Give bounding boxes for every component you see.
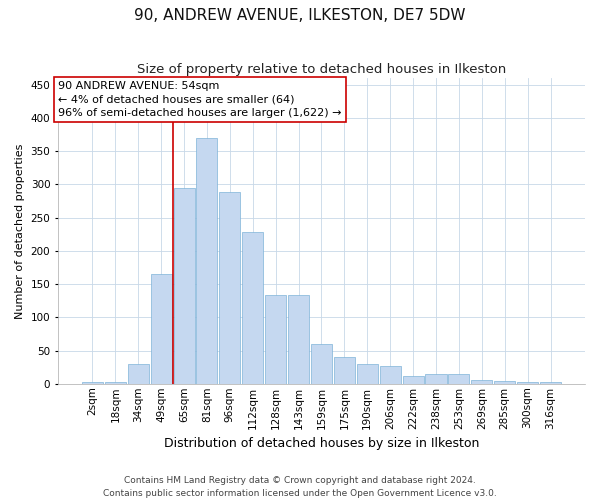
Text: Contains HM Land Registry data © Crown copyright and database right 2024.
Contai: Contains HM Land Registry data © Crown c… — [103, 476, 497, 498]
X-axis label: Distribution of detached houses by size in Ilkeston: Distribution of detached houses by size … — [164, 437, 479, 450]
Text: 90 ANDREW AVENUE: 54sqm
← 4% of detached houses are smaller (64)
96% of semi-det: 90 ANDREW AVENUE: 54sqm ← 4% of detached… — [58, 81, 341, 118]
Bar — [242, 232, 263, 384]
Bar — [494, 381, 515, 384]
Bar — [173, 188, 194, 384]
Bar — [540, 382, 561, 384]
Bar — [517, 382, 538, 384]
Title: Size of property relative to detached houses in Ilkeston: Size of property relative to detached ho… — [137, 62, 506, 76]
Bar — [471, 380, 493, 384]
Bar — [357, 364, 378, 384]
Bar — [403, 376, 424, 384]
Y-axis label: Number of detached properties: Number of detached properties — [15, 143, 25, 318]
Bar — [265, 296, 286, 384]
Bar — [105, 382, 126, 384]
Bar — [288, 296, 309, 384]
Bar — [220, 192, 241, 384]
Text: 90, ANDREW AVENUE, ILKESTON, DE7 5DW: 90, ANDREW AVENUE, ILKESTON, DE7 5DW — [134, 8, 466, 22]
Bar — [311, 344, 332, 384]
Bar — [151, 274, 172, 384]
Bar — [196, 138, 217, 384]
Bar — [128, 364, 149, 384]
Bar — [380, 366, 401, 384]
Bar — [425, 374, 446, 384]
Bar — [448, 374, 469, 384]
Bar — [334, 356, 355, 384]
Bar — [82, 382, 103, 384]
